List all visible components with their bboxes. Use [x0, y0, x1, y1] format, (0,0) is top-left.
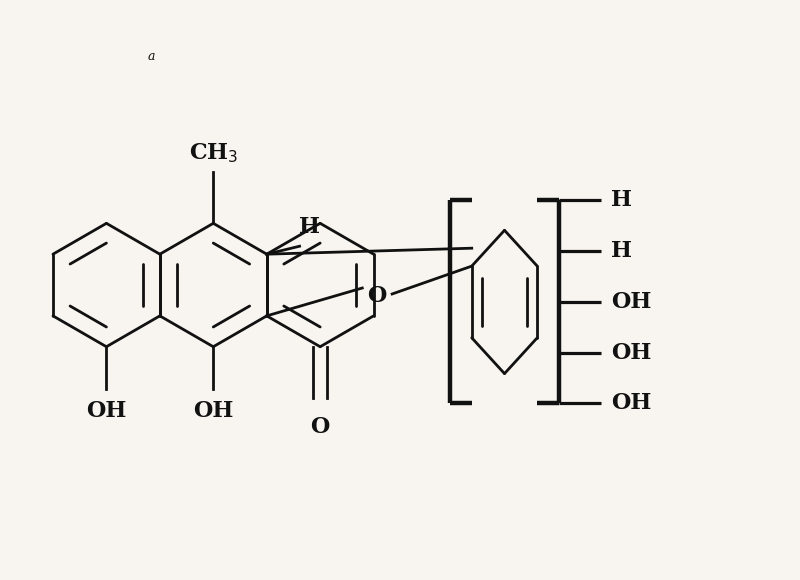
Text: OH: OH	[86, 400, 126, 422]
Text: OH: OH	[193, 400, 234, 422]
Text: CH$_3$: CH$_3$	[189, 141, 238, 165]
Text: a: a	[147, 50, 155, 63]
Text: OH: OH	[611, 393, 651, 415]
Text: O: O	[367, 285, 387, 307]
Text: H: H	[611, 240, 632, 262]
Text: O: O	[310, 416, 330, 438]
Text: H: H	[611, 190, 632, 212]
Text: H: H	[299, 216, 320, 238]
Text: OH: OH	[611, 342, 651, 364]
Text: OH: OH	[611, 291, 651, 313]
